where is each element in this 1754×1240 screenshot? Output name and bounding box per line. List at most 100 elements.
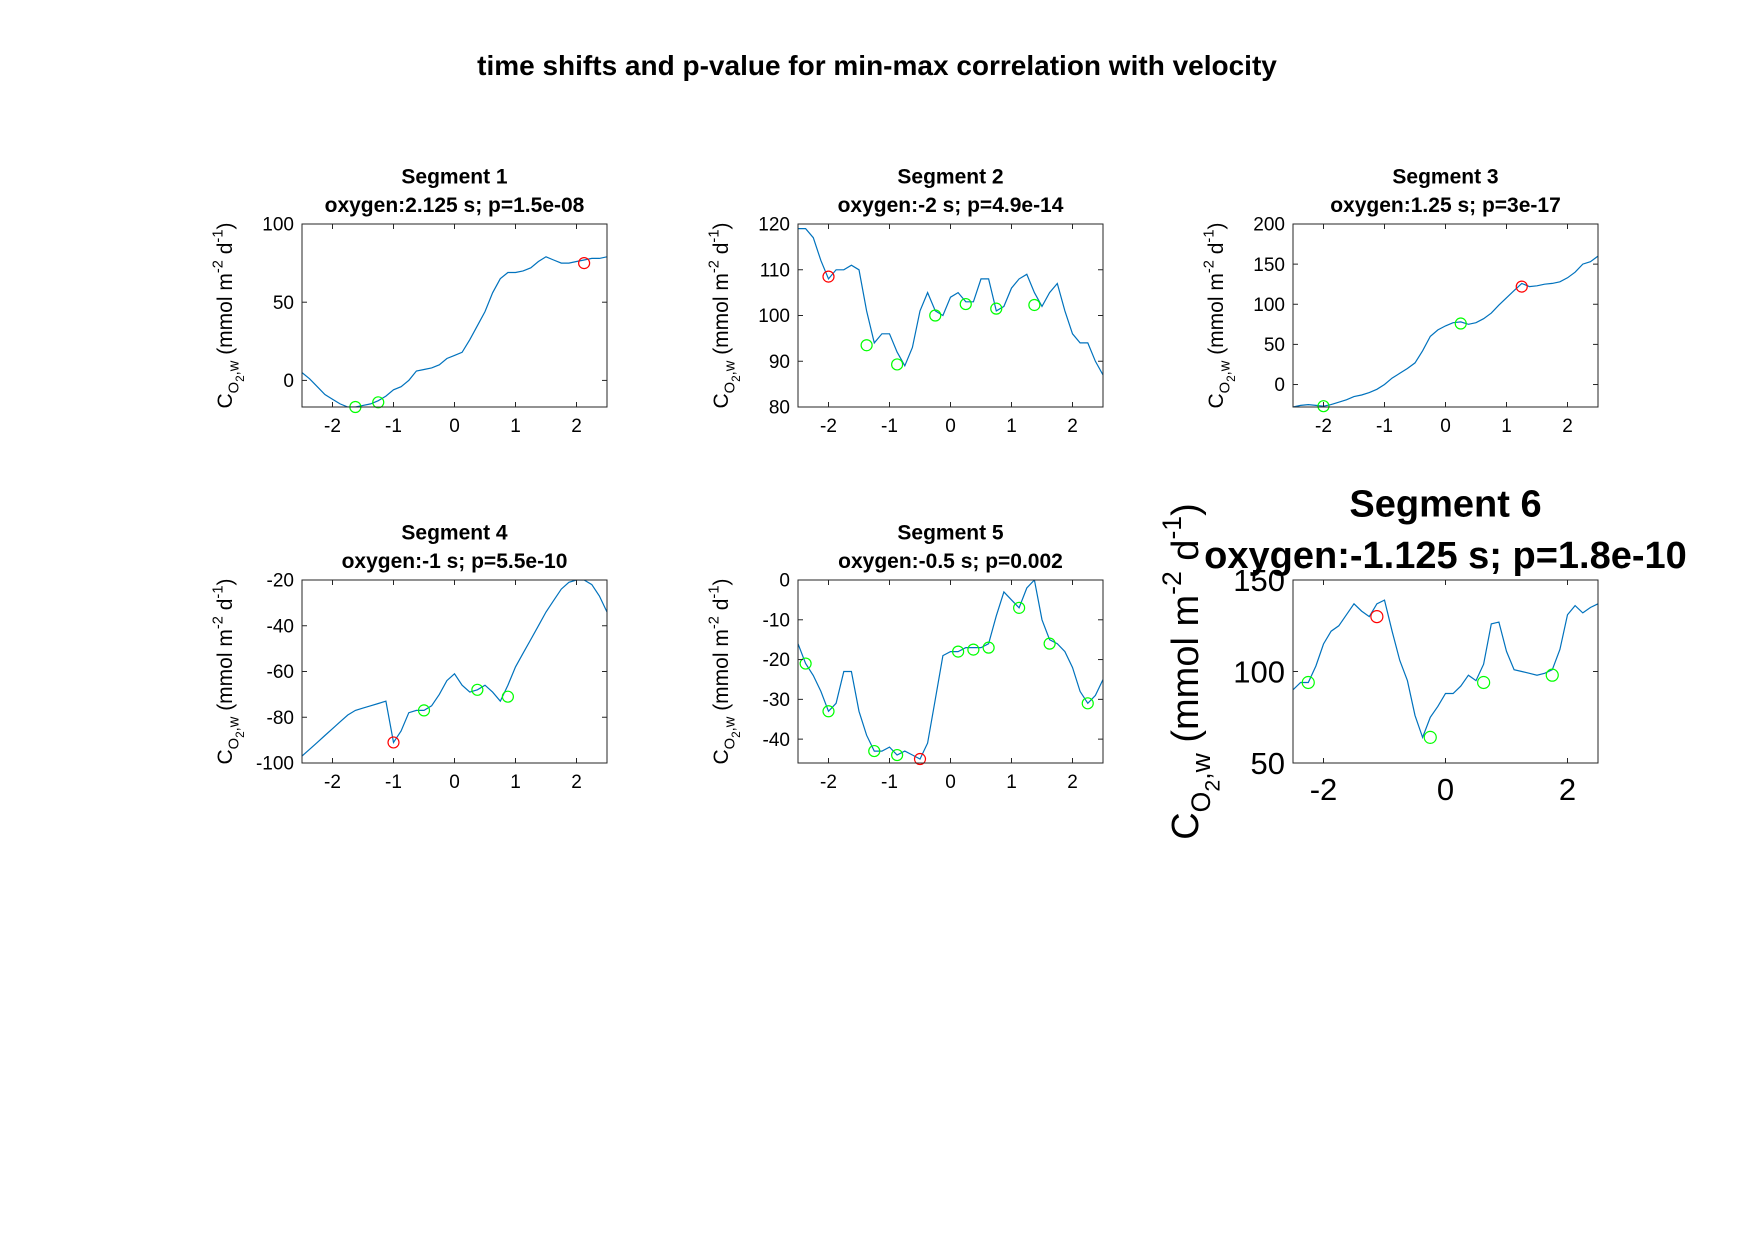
axes-frame [1292,579,1599,764]
min-marker [967,643,980,656]
subplot-title: Segment 4 [401,522,508,545]
x-tick-label: -2 [324,416,341,437]
subplot-segment-3: Segment 3 oxygen:1.25 s; p=3e-17 -2 -1 0 1 2 0 5… [1202,166,1599,437]
min-marker [1301,675,1315,690]
x-tick-label: 1 [510,772,521,793]
y-tick-label: 150 [1233,563,1285,598]
x-tick-label: -2 [820,416,837,437]
max-marker [1370,609,1384,624]
x-tick-label: -2 [1310,772,1338,807]
y-tick-label: 0 [1274,375,1285,396]
x-tick-label: 2 [571,416,582,437]
x-tick-label: -1 [385,772,402,793]
min-marker [1317,400,1330,413]
x-tick-label: 1 [1006,416,1017,437]
y-tick-label: -30 [763,690,790,711]
y-tick-label: -100 [256,754,294,775]
x-tick-label: 2 [571,772,582,793]
subplot-title: Segment 6 [1349,484,1541,526]
y-tick-label: 100 [758,306,790,327]
x-tick-label: -1 [385,416,402,437]
axes-frame [301,579,608,764]
x-tick-label: 0 [945,772,956,793]
min-marker [1477,675,1491,690]
max-marker [913,752,927,766]
y-tick-label: 100 [262,215,294,236]
subplot-title: Segment 3 [1392,166,1498,189]
min-marker [1013,601,1026,614]
min-marker [891,358,904,371]
subplot-subtitle: oxygen:2.125 s; p=1.5e-08 [325,194,585,217]
subplot-title: Segment 2 [897,166,1003,189]
min-marker [471,683,484,696]
x-tick-label: 0 [1440,416,1451,437]
min-marker [1081,697,1094,710]
subplot-segment-4: Segment 4 oxygen:-1 s; p=5.5e-10 -2 -1 0 1 2 -1… [211,522,608,793]
y-axis-label: CO2,w (mmol m-2 d-1) [211,579,247,765]
y-tick-label: -20 [267,571,294,592]
y-tick-label: 100 [1253,295,1285,316]
min-marker [1043,637,1056,650]
y-tick-label: 150 [1253,255,1285,276]
min-marker [1545,668,1559,682]
y-tick-label: 80 [769,398,790,419]
x-tick-label: 2 [1067,416,1078,437]
min-marker [372,396,385,409]
x-tick-label: -1 [1376,416,1393,437]
y-tick-label: 200 [1253,215,1285,236]
subplot-subtitle: oxygen:-1 s; p=5.5e-10 [342,550,568,573]
min-marker [868,744,881,758]
y-axis-label: CO2,w (mmol m-2 d-1) [211,223,247,409]
y-tick-label: 110 [760,260,790,281]
max-marker [822,270,835,283]
min-marker [1423,730,1437,744]
x-tick-label: 2 [1562,416,1573,437]
min-marker [990,302,1003,315]
subplot-title: Segment 1 [401,166,508,189]
x-tick-label: 1 [1501,416,1512,437]
subplot-segment-1: Segment 1 oxygen:2.125 s; p=1.5e-08 -2 -1 0 1… [211,166,608,437]
x-tick-label: 0 [1437,772,1454,807]
min-marker [1028,298,1041,312]
y-tick-label: 120 [758,215,790,236]
subplot-subtitle: oxygen:-0.5 s; p=0.002 [838,550,1063,573]
series-line [798,580,1103,760]
y-tick-label: -10 [763,610,790,631]
axes-frame [301,223,608,408]
subplot-subtitle: oxygen:-1.125 s; p=1.8e-10 [1204,535,1687,577]
min-marker [822,705,835,718]
subplot-segment-2: Segment 2 oxygen:-2 s; p=4.9e-14 -2 -1 0 1 2 80… [707,166,1104,437]
y-axis-label: CO2,w (mmol m-2 d-1) [707,223,743,409]
y-tick-label: 0 [283,371,294,392]
y-tick-label: 0 [779,571,790,592]
x-tick-label: -2 [1315,416,1332,437]
min-marker [799,657,812,670]
max-marker [1515,280,1528,293]
y-axis-label: CO2,w (mmol m-2 d-1) [1202,223,1238,409]
y-tick-label: -20 [763,650,790,671]
y-tick-label: 50 [1251,746,1285,781]
subplot-segment-6: Segment 6 oxygen:-1.125 s; p=1.8e-10 -2 0 2 5… [1157,484,1687,840]
x-tick-label: 1 [1006,772,1017,793]
subplot-subtitle: oxygen:1.25 s; p=3e-17 [1330,194,1561,217]
x-tick-label: 2 [1559,772,1576,807]
subplot-subtitle: oxygen:-2 s; p=4.9e-14 [838,194,1064,217]
max-marker [578,257,591,270]
min-marker [1454,317,1467,330]
y-axis-label: CO2,w (mmol m-2 d-1) [1157,503,1224,840]
y-tick-label: 50 [273,293,294,314]
min-marker [952,645,965,658]
axes-frame [797,223,1104,408]
y-tick-label: -40 [763,730,790,751]
figure-title: time shifts and p-value for min-max corr… [477,50,1277,81]
y-tick-label: 50 [1264,335,1285,356]
min-marker [891,748,904,762]
series-line [798,228,1103,376]
x-tick-label: 0 [449,416,460,437]
x-tick-label: -1 [881,416,898,437]
x-tick-label: 1 [510,416,521,437]
min-marker [929,309,942,322]
min-marker [501,690,514,703]
